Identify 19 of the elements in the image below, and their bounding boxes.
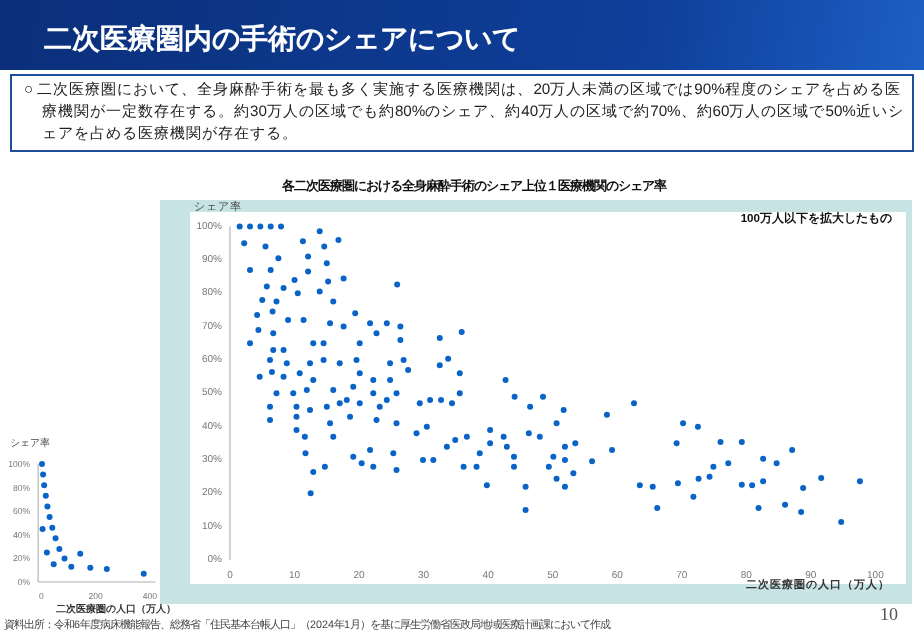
point <box>50 561 57 568</box>
point <box>87 564 94 571</box>
point <box>43 549 50 556</box>
point <box>61 555 68 562</box>
point <box>77 550 84 557</box>
point <box>52 535 59 542</box>
point <box>42 492 49 499</box>
point <box>39 461 45 467</box>
point <box>40 471 47 478</box>
point <box>39 525 46 532</box>
point <box>49 524 56 531</box>
point <box>140 570 147 577</box>
point <box>46 514 53 521</box>
point <box>103 566 110 573</box>
point <box>68 563 75 570</box>
point <box>41 482 48 489</box>
point <box>56 545 63 552</box>
text: 二次医療圏内の手術のシェアについて <box>44 20 522 58</box>
point <box>44 503 51 510</box>
